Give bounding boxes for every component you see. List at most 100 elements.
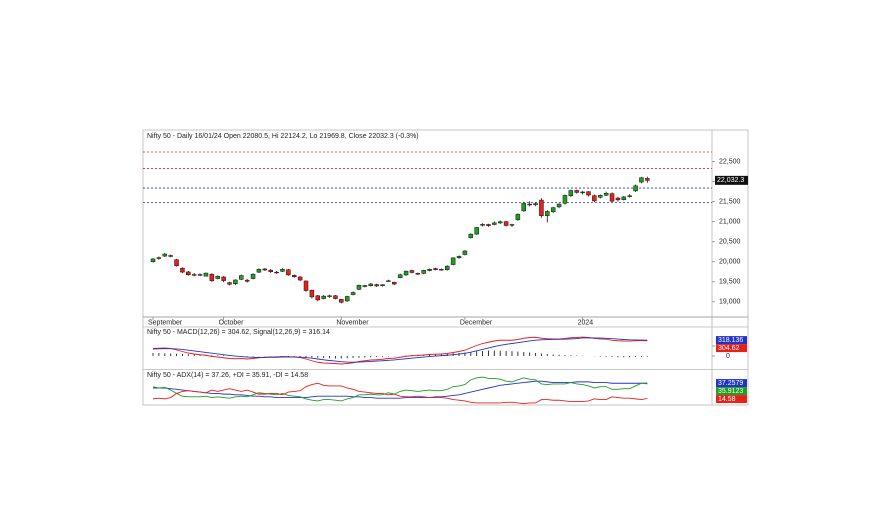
y-tick-label: 20,500 (719, 239, 741, 246)
candle-body (433, 268, 438, 270)
y-tick-label: 19,500 (719, 279, 741, 286)
y-tick-label: 20,000 (719, 259, 741, 266)
candle-body (527, 203, 532, 206)
candle-body (456, 256, 462, 258)
candle-body (592, 195, 597, 202)
value-box (716, 379, 747, 388)
y-tick-label: 0 (726, 353, 730, 360)
candle-body (180, 267, 185, 273)
candle-body (403, 270, 409, 276)
candle-body (556, 203, 562, 208)
indicator-line (152, 337, 648, 363)
value-box-label: 35.9123 (718, 388, 743, 395)
adx-title: Nifty 50 - ADX(14) = 37.26, +DI = 35.91,… (147, 372, 308, 379)
candle-body (286, 269, 291, 276)
candle-body (486, 224, 491, 226)
candle-body (574, 190, 579, 193)
value-box (716, 395, 747, 404)
candle-body (397, 274, 403, 279)
x-tick-label: November (336, 319, 369, 326)
candle-body (339, 299, 344, 303)
x-tick-label: October (219, 319, 245, 326)
candle-body (250, 273, 256, 279)
candle-body (356, 285, 362, 290)
candle-body (380, 284, 385, 287)
candle-body (333, 295, 338, 299)
candle-body (580, 191, 585, 194)
candle-body (409, 270, 415, 273)
candle-body (186, 271, 191, 276)
candle-body (239, 275, 244, 280)
candle-body (215, 275, 220, 279)
candle-body (309, 289, 315, 298)
candle-body (291, 275, 297, 278)
candle-body (562, 195, 568, 204)
candle-body (545, 211, 550, 216)
candle-body (627, 195, 632, 197)
candle-body (297, 276, 303, 281)
indicator-line (153, 380, 648, 399)
value-box-label: 14.58 (718, 396, 736, 403)
candle-body (480, 223, 485, 226)
candle-body (227, 282, 232, 285)
indicator-line (152, 336, 648, 365)
last-price-label: 22,032.3 (717, 177, 744, 184)
candle-body (162, 253, 168, 257)
value-box (716, 344, 747, 353)
last-price-box (715, 175, 748, 185)
x-tick-label: 2024 (578, 319, 594, 326)
candle-body (268, 269, 273, 272)
price-title: Nifty 50 - Daily 16/01/24 Open 22080.5, … (147, 133, 419, 140)
candle-body (350, 292, 356, 295)
candle-body (386, 280, 391, 282)
candle-body (550, 207, 556, 212)
candle-body (280, 269, 285, 272)
candle-body (362, 285, 368, 287)
candle-body (445, 265, 450, 270)
candle-body (321, 295, 326, 299)
candle-body (233, 279, 238, 285)
value-box-label: 37.2579 (718, 380, 743, 387)
candle-body (645, 178, 650, 181)
candle-body (603, 192, 609, 196)
candle-body (568, 190, 574, 196)
value-box-label: 304.62 (718, 345, 740, 352)
candle-body (203, 272, 209, 277)
candle-body (274, 271, 279, 274)
candle-body (427, 269, 432, 271)
candle-body (474, 227, 479, 235)
candle-body (174, 259, 179, 266)
candle-body (509, 224, 515, 226)
candle-body (492, 222, 497, 225)
value-box-label: 318.136 (718, 337, 743, 344)
candle-body (415, 273, 421, 275)
y-tick-label: 21,500 (719, 199, 741, 206)
candle-body (462, 250, 468, 255)
candle-body (521, 203, 527, 212)
candle-body (156, 257, 162, 259)
candle-body (598, 195, 603, 198)
y-tick-label: 19,000 (719, 299, 741, 306)
candle-body (539, 199, 544, 216)
candle-body (221, 276, 226, 281)
candle-body (615, 197, 621, 201)
candle-body (209, 273, 215, 282)
candle-body (639, 177, 644, 183)
indicator-line (152, 376, 648, 402)
y-tick-label: 21,000 (719, 219, 741, 226)
candle-body (633, 185, 638, 192)
candle-body (586, 191, 591, 196)
value-box (716, 387, 747, 396)
candle-body (515, 214, 521, 220)
value-box (716, 336, 747, 345)
candle-body (168, 255, 173, 257)
candle-body (421, 270, 426, 274)
candle-body (621, 196, 627, 200)
candle-body (533, 203, 538, 206)
candle-body (327, 295, 332, 297)
candle-body (303, 280, 309, 291)
candle-body (368, 283, 373, 287)
candle-body (191, 274, 197, 276)
